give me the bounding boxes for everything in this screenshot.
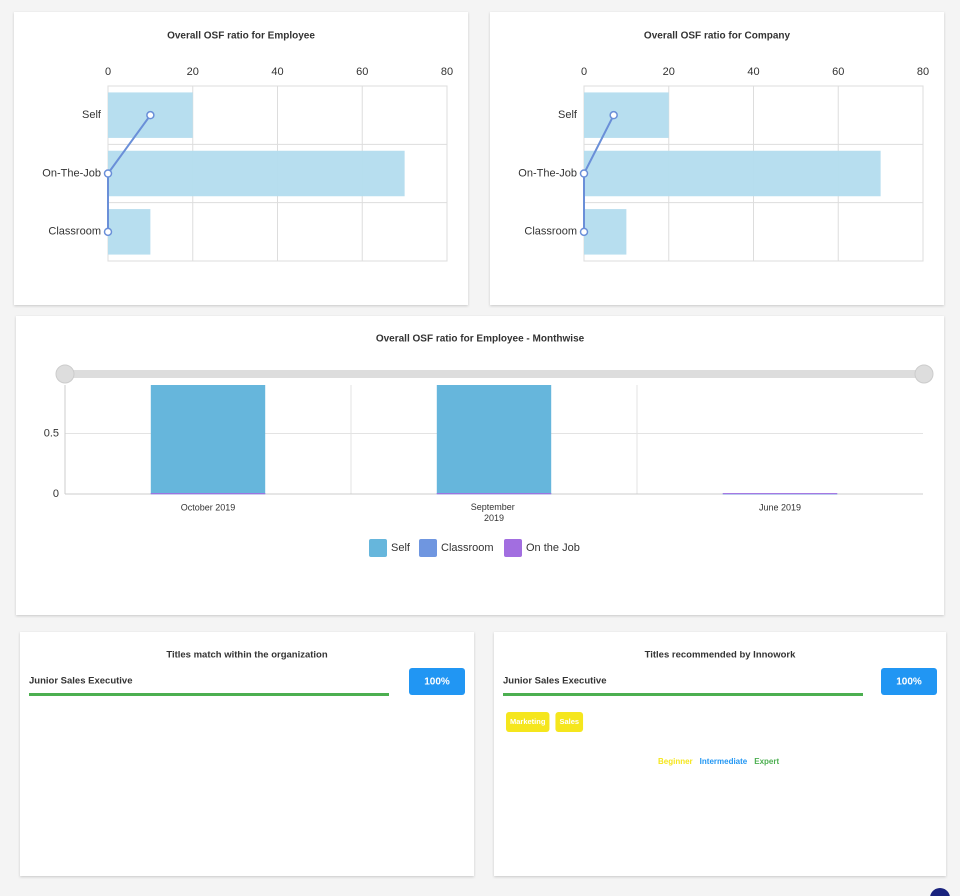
card-title: Titles recommended by Innowork [645,650,797,661]
bar [150,493,266,495]
x-tick-label: 20 [187,66,199,78]
bar [108,150,405,197]
help-button[interactable] [930,888,950,896]
title-name: Junior Sales Executive [29,676,133,687]
y-tick-label: 0 [53,488,59,500]
percent-label: 100% [424,677,450,688]
y-tick-label: On-The-Job [42,167,101,179]
level-legend: Intermediate [700,757,748,766]
chart-title: Overall OSF ratio for Employee - Monthwi… [376,334,585,345]
x-tick-label: 60 [356,66,368,78]
slider-handle[interactable] [55,364,75,384]
legend-label[interactable]: Self [391,542,411,554]
title-name: Junior Sales Executive [503,676,607,687]
line-marker [609,110,618,120]
x-tick-label: 0 [105,66,111,78]
x-tick-label: 80 [917,66,929,78]
legend-label[interactable]: Classroom [441,542,494,554]
bar [584,150,881,197]
legend-label[interactable]: On the Job [526,542,580,554]
x-tick-label: September 2019 [471,502,518,523]
line-marker [579,227,589,237]
chart-title: Overall OSF ratio for Company [644,31,791,42]
x-tick-label: October 2019 [181,502,236,512]
bar [584,92,669,138]
progress-bar [29,693,389,696]
legend-swatch[interactable] [419,539,437,557]
skill-tag-label: Sales [559,717,579,726]
x-tick-label: 80 [441,66,453,78]
x-tick-label: 40 [271,66,283,78]
x-tick-label: 0 [581,66,587,78]
bar [722,493,838,495]
level-legend: Beginner [658,757,693,766]
line-marker [146,110,155,120]
y-tick-label: Classroom [48,226,101,238]
legend-swatch[interactable] [504,539,522,557]
chart-title: Overall OSF ratio for Employee [167,31,315,42]
x-tick-label: June 2019 [759,502,801,512]
bar [436,493,552,495]
y-tick-label: Self [558,109,578,121]
x-tick-label: 20 [663,66,675,78]
bar [150,385,266,494]
card-title: Titles match within the organization [166,650,328,661]
x-tick-label: 40 [747,66,759,78]
bar [436,385,552,494]
bar [108,209,151,255]
x-tick-label: 60 [832,66,844,78]
y-tick-label: 0.5 [44,427,59,439]
skill-tag[interactable] [506,712,550,732]
card [494,632,946,876]
level-legend: Expert [754,757,779,766]
slider-handle[interactable] [914,364,934,384]
skill-tag-label: Marketing [510,717,546,726]
percent-button[interactable] [409,668,465,695]
progress-bar [503,693,863,696]
skill-tag[interactable] [555,712,584,732]
line-marker [103,227,113,237]
y-tick-label: Classroom [524,226,577,238]
percent-button[interactable] [881,668,937,695]
card [20,632,474,876]
line-marker [579,169,589,178]
line-marker [103,169,113,178]
percent-label: 100% [896,677,922,688]
y-tick-label: Self [82,109,102,121]
y-tick-label: On-The-Job [518,167,577,179]
bar [584,209,627,255]
legend-swatch[interactable] [369,539,387,557]
